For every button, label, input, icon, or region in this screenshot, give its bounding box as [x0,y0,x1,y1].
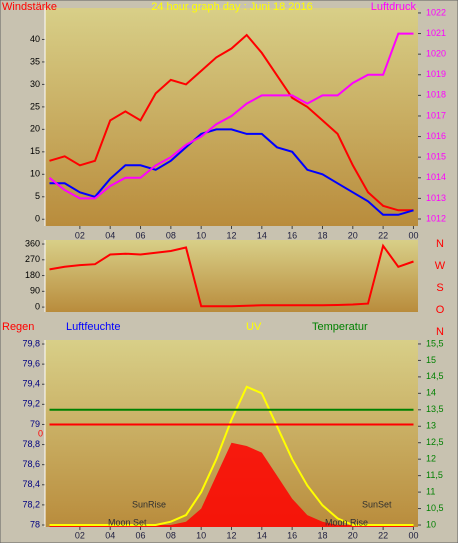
y-tick-label: 10 [30,169,40,179]
x-tick-label: 16 [287,530,297,540]
y-tick-label: 78,4 [22,479,40,489]
x-tick-label: 20 [348,530,358,540]
x-tick-label: 18 [317,230,327,240]
annotation: SunSet [362,499,392,509]
y2-tick-label: 1018 [426,90,446,100]
y-tick-label: 35 [30,56,40,66]
x-tick-label: 08 [166,530,176,540]
x-tick-label: 16 [287,230,297,240]
y2-tick-label: 1014 [426,172,446,182]
y-tick-label: 20 [30,124,40,134]
y2-tick-label: 13 [426,421,436,431]
y2-label: Luftdruck [371,1,417,13]
y-tick-label: 40 [30,34,40,44]
y2-tick-label: 1022 [426,7,446,17]
chart-title: 24 hour graph day : Juni 18 2016 [151,1,312,13]
x-tick-label: 20 [348,230,358,240]
y-tick-label: 25 [30,101,40,111]
direction-label: N [436,238,444,250]
y2-tick-label: 1021 [426,28,446,38]
x-tick-label: 04 [105,530,115,540]
y-tick-label: 78 [30,519,40,529]
line [49,243,414,308]
direction-label: S [436,282,443,294]
y-label: Windstärke [2,1,57,13]
y2-tick-label: 1013 [426,193,446,203]
y-tick-label: 0 [35,214,40,224]
x-tick-label: 02 [75,530,85,540]
x-tick-label: 12 [226,530,236,540]
y-tick-label: 78,2 [22,499,40,509]
y-tick-label: 180 [25,270,40,280]
y2-tick-label: 11,5 [426,470,443,480]
y-tick-label: 78,8 [22,439,40,449]
label: Temperatur [312,321,368,333]
line [49,33,414,212]
line [49,385,414,526]
y2-tick-label: 14 [426,388,436,398]
annotation: Moon Set [108,517,147,527]
y2-tick-label: 1012 [426,213,446,223]
label: Regen [2,321,34,333]
y2-tick-label: 12 [426,454,436,464]
y2-tick-label: 1019 [426,69,446,79]
y-tick-label: 5 [35,191,40,201]
y-tick-label: 79,8 [22,338,40,348]
x-tick-label: 00 [408,530,418,540]
annotation: Moon Rise [325,517,368,527]
x-tick-label: 08 [166,230,176,240]
y-tick-label: 0 [35,301,40,311]
x-tick-label: 14 [257,230,267,240]
x-tick-label: 14 [257,530,267,540]
x-tick-label: 12 [226,230,236,240]
annotation: 0 [38,428,43,438]
x-tick-label: 10 [196,530,206,540]
label: UV [246,321,262,333]
x-tick-label: 04 [105,230,115,240]
y-tick-label: 79,4 [22,379,40,389]
label: Luftfeuchte [66,321,120,333]
annotation: SunRise [132,499,166,509]
y2-tick-label: 10,5 [426,503,444,513]
x-tick-label: 10 [196,230,206,240]
y2-tick-label: 13,5 [426,404,444,414]
area [49,442,414,527]
y-tick-label: 270 [25,254,40,264]
x-tick-label: 22 [378,530,388,540]
y2-tick-label: 1015 [426,152,446,162]
line [49,128,414,216]
x-tick-label: 02 [75,230,85,240]
y-tick-label: 78,6 [22,459,40,469]
y2-tick-label: 1020 [426,49,446,59]
direction-label: O [436,304,445,316]
x-tick-label: 06 [136,530,146,540]
y2-tick-label: 15,5 [426,338,444,348]
y-tick-label: 15 [30,146,40,156]
y2-tick-label: 14,5 [426,371,444,381]
y-tick-label: 30 [30,79,40,89]
y-tick-label: 90 [30,286,40,296]
y2-tick-label: 1017 [426,110,446,120]
x-tick-label: 00 [408,230,418,240]
y-tick-label: 360 [25,238,40,248]
plot-area [45,240,418,312]
direction-label: N [436,326,444,338]
x-tick-label: 06 [136,230,146,240]
x-tick-label: 18 [317,530,327,540]
y-tick-label: 79,2 [22,399,40,409]
direction-label: W [435,260,446,272]
y2-tick-label: 12,5 [426,437,444,447]
plots: 0510152025303540101210131014101510161017… [22,7,446,540]
line [48,32,414,200]
y2-tick-label: 10 [426,519,436,529]
y2-tick-label: 11 [426,486,435,496]
y2-tick-label: 15 [426,355,436,365]
x-tick-label: 22 [378,230,388,240]
y-tick-label: 79,6 [22,359,40,369]
y2-tick-label: 1016 [426,131,446,141]
y-tick-label: 79 [30,419,40,429]
